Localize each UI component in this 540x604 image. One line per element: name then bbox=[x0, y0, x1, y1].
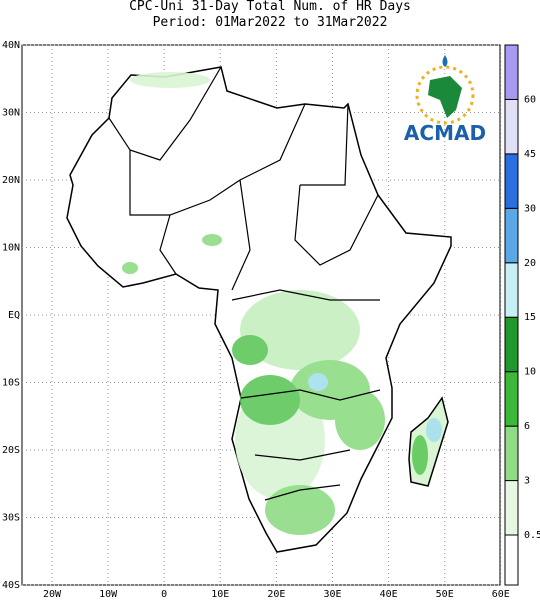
colorbar-label: 6 bbox=[524, 421, 530, 432]
lon-label: 10E bbox=[211, 589, 229, 600]
colorbar-segment bbox=[504, 534, 519, 586]
colorbar-label: 45 bbox=[524, 149, 536, 160]
rain-areas bbox=[122, 72, 442, 535]
lon-label: 30E bbox=[323, 589, 341, 600]
colorbar-label: 0.5 bbox=[524, 530, 540, 541]
title-line-2: Period: 01Mar2022 to 31Mar2022 bbox=[153, 15, 388, 30]
colorbar-label: 30 bbox=[524, 203, 536, 214]
lon-label: 20W bbox=[43, 589, 62, 600]
lat-label: 20S bbox=[2, 445, 20, 456]
lon-label: 20E bbox=[267, 589, 285, 600]
colorbar-label: 60 bbox=[524, 94, 536, 105]
colorbar-segment bbox=[504, 44, 519, 100]
colorbar-label: 20 bbox=[524, 258, 536, 269]
lat-label: 30N bbox=[2, 108, 20, 119]
colorbar-label: 10 bbox=[524, 367, 536, 378]
lon-label: 40E bbox=[380, 589, 398, 600]
lat-label: EQ bbox=[8, 310, 20, 321]
lon-label: 60E bbox=[492, 589, 510, 600]
lon-label: 50E bbox=[436, 589, 454, 600]
colorbar-label: 3 bbox=[524, 476, 530, 487]
colorbar-segment bbox=[504, 262, 519, 318]
acmad-logo: ACMAD bbox=[404, 55, 486, 145]
lat-label: 20N bbox=[2, 175, 20, 186]
colorbar-segment bbox=[504, 316, 519, 373]
title-line-1: CPC-Uni 31-Day Total Num. of HR Days bbox=[129, 0, 411, 14]
colorbar: 0.5 3 6 10 15 20 30 45 60 bbox=[504, 44, 540, 586]
lat-label: 10S bbox=[2, 378, 20, 389]
lat-label: 40S bbox=[2, 580, 20, 591]
colorbar-segment bbox=[504, 371, 519, 427]
colorbar-segment bbox=[504, 425, 519, 482]
colorbar-segment bbox=[504, 480, 519, 536]
lat-label: 40N bbox=[2, 40, 20, 51]
lat-label: 10N bbox=[2, 243, 20, 254]
colorbar-segment bbox=[504, 207, 519, 264]
logo-text: ACMAD bbox=[404, 121, 486, 145]
lon-label: 10W bbox=[99, 589, 118, 600]
borders bbox=[108, 66, 381, 501]
lat-label: 30S bbox=[2, 513, 20, 524]
colorbar-label: 15 bbox=[524, 312, 536, 323]
lon-label: 0 bbox=[161, 589, 167, 600]
colorbar-segment bbox=[504, 153, 519, 209]
colorbar-segment bbox=[504, 98, 519, 155]
